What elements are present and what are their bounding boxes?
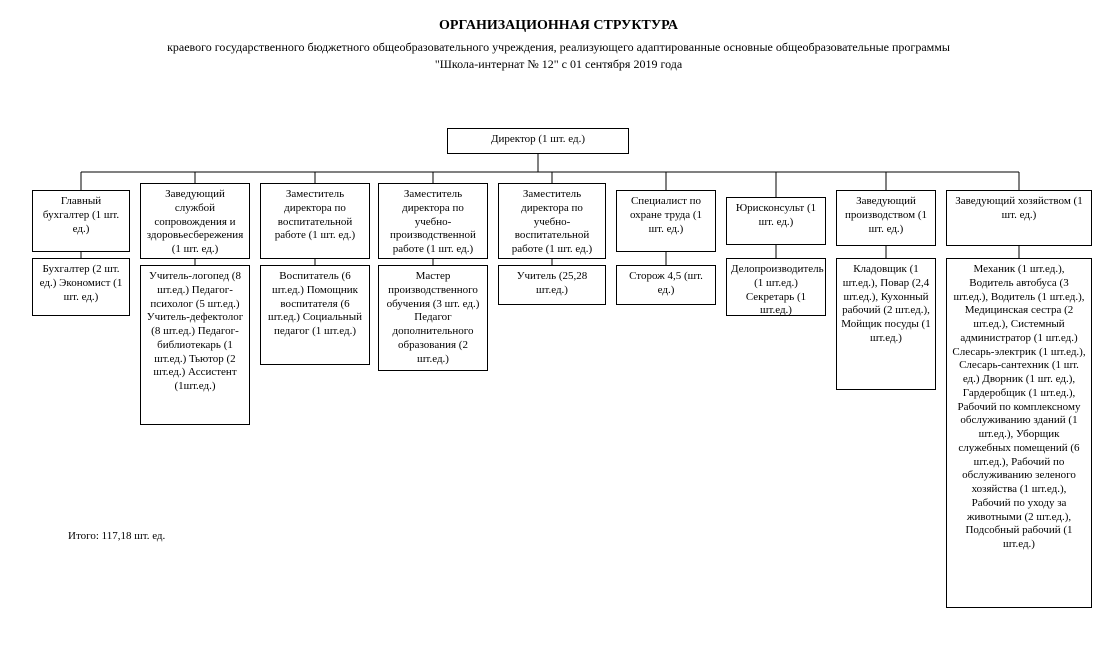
- node-sub-chief_accountant: Бухгалтер (2 шт. ед.) Экономист (1 шт. е…: [32, 258, 130, 316]
- node-label: Заместитель директора по учебно-производ…: [383, 188, 483, 257]
- node-head-deputy_education: Заместитель директора по воспитательной …: [260, 183, 370, 259]
- node-label: Учитель-логопед (8 шт.ед.) Педагог-психо…: [145, 270, 245, 394]
- node-sub-deputy_teach_edu: Учитель (25,28 шт.ед.): [498, 265, 606, 305]
- node-label: Специалист по охране труда (1 шт. ед.): [621, 195, 711, 236]
- node-head-production: Заведующий производством (1 шт. ед.): [836, 190, 936, 246]
- node-head-deputy_teach_prod: Заместитель директора по учебно-производ…: [378, 183, 488, 259]
- node-head-deputy_teach_edu: Заместитель директора по учебно-воспитат…: [498, 183, 606, 259]
- node-label: Мастер производственного обучения (3 шт.…: [383, 270, 483, 366]
- node-label: Кладовщик (1 шт.ед.), Повар (2,4 шт.ед.)…: [841, 263, 931, 346]
- org-chart-page: ОРГАНИЗАЦИОННАЯ СТРУКТУРА краевого госуд…: [0, 0, 1117, 646]
- node-label: Юрисконсульт (1 шт. ед.): [731, 202, 821, 230]
- page-subtitle-2: "Школа-интернат № 12" с 01 сентября 2019…: [0, 57, 1117, 72]
- node-sub-deputy_education: Воспитатель (6 шт.ед.) Помощник воспитат…: [260, 265, 370, 365]
- node-sub-support_service: Учитель-логопед (8 шт.ед.) Педагог-психо…: [140, 265, 250, 425]
- node-sub-household: Механик (1 шт.ед.), Водитель автобуса (3…: [946, 258, 1092, 608]
- node-label: Бухгалтер (2 шт. ед.) Экономист (1 шт. е…: [37, 263, 125, 304]
- node-sub-deputy_teach_prod: Мастер производственного обучения (3 шт.…: [378, 265, 488, 371]
- node-label: Воспитатель (6 шт.ед.) Помощник воспитат…: [265, 270, 365, 339]
- node-label: Заместитель директора по учебно-воспитат…: [503, 188, 601, 257]
- node-head-labor_safety: Специалист по охране труда (1 шт. ед.): [616, 190, 716, 252]
- node-label: Заведующий хозяйством (1 шт. ед.): [951, 195, 1087, 223]
- node-label: Заведующий службой сопровождения и здоро…: [145, 188, 245, 257]
- node-head-support_service: Заведующий службой сопровождения и здоро…: [140, 183, 250, 259]
- node-label: Учитель (25,28 шт.ед.): [503, 270, 601, 298]
- title-block: ОРГАНИЗАЦИОННАЯ СТРУКТУРА краевого госуд…: [0, 18, 1117, 74]
- node-head-household: Заведующий хозяйством (1 шт. ед.): [946, 190, 1092, 246]
- node-head-legal: Юрисконсульт (1 шт. ед.): [726, 197, 826, 245]
- page-subtitle-1: краевого государственного бюджетного общ…: [0, 40, 1117, 55]
- node-director: Директор (1 шт. ед.): [447, 128, 629, 154]
- node-label: Главный бухгалтер (1 шт. ед.): [37, 195, 125, 236]
- node-sub-legal: Делопроизводитель (1 шт.ед.) Секретарь (…: [726, 258, 826, 316]
- node-label: Делопроизводитель (1 шт.ед.) Секретарь (…: [731, 263, 821, 318]
- node-label: Сторож 4,5 (шт. ед.): [621, 270, 711, 298]
- node-sub-production: Кладовщик (1 шт.ед.), Повар (2,4 шт.ед.)…: [836, 258, 936, 390]
- node-label: Заведующий производством (1 шт. ед.): [841, 195, 931, 236]
- node-head-chief_accountant: Главный бухгалтер (1 шт. ед.): [32, 190, 130, 252]
- node-label: Директор (1 шт. ед.): [452, 133, 624, 147]
- node-label: Механик (1 шт.ед.), Водитель автобуса (3…: [951, 263, 1087, 552]
- node-sub-labor_safety: Сторож 4,5 (шт. ед.): [616, 265, 716, 305]
- total-count: Итого: 117,18 шт. ед.: [68, 530, 165, 542]
- page-title: ОРГАНИЗАЦИОННАЯ СТРУКТУРА: [0, 18, 1117, 34]
- node-label: Заместитель директора по воспитательной …: [265, 188, 365, 243]
